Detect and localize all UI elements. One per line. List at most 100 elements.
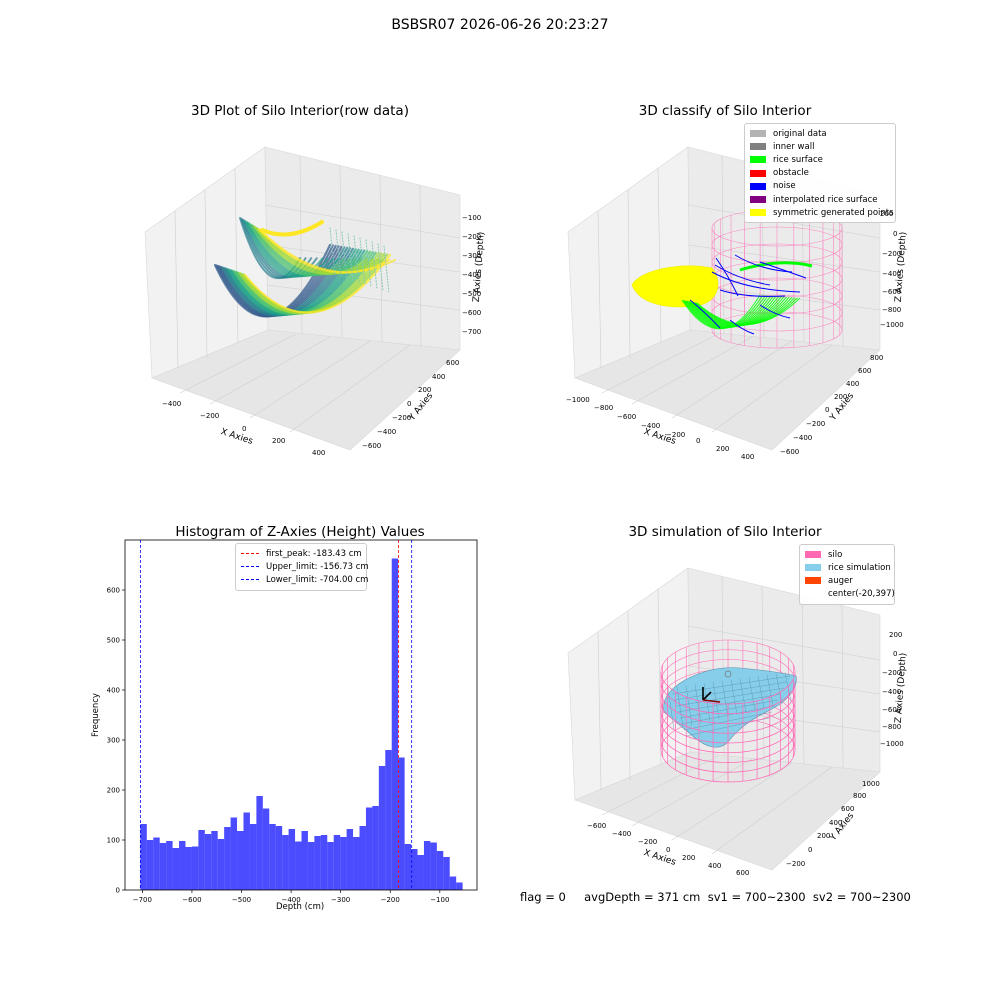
- plot2-xtick: −600: [617, 413, 637, 421]
- plot2-legend-entry: noise: [750, 180, 890, 193]
- plot2-symmetric-points: [631, 265, 719, 308]
- plot2-title: 3D classify of Silo Interior: [638, 103, 812, 119]
- plot2-noise-curve: [719, 289, 786, 297]
- plot4-mesh-line: [694, 684, 702, 724]
- histogram-xtick-label: −700: [133, 896, 152, 904]
- plot1-ztick: −300: [462, 252, 482, 260]
- plot4-silo-front: [660, 671, 796, 783]
- plot1-xtick: 400: [312, 449, 326, 457]
- histogram-bar: [346, 829, 354, 890]
- histogram-bar: [301, 831, 308, 890]
- plot4-ztick: −400: [882, 688, 902, 696]
- plot2-rice-curve: [696, 297, 801, 325]
- plot1-point-curve: [365, 239, 372, 288]
- histogram-ytick-label: 0: [116, 887, 120, 895]
- plot2-ztick: 200: [880, 210, 894, 218]
- histogram-bar: [179, 841, 186, 890]
- plot4-xtick: 200: [682, 854, 696, 862]
- plot2-legend-entry: interpolated rice surface: [750, 193, 890, 206]
- histogram-xtick-label: −300: [331, 896, 350, 904]
- legend-swatch: [750, 196, 766, 204]
- histogram-bar: [385, 750, 392, 890]
- histogram-bar: [391, 558, 399, 890]
- plot4-mesh-line: [730, 679, 738, 715]
- plot1-point-curve: [383, 245, 390, 294]
- plot2-ytick: 600: [858, 367, 872, 375]
- plot4-xtick: 400: [708, 862, 722, 870]
- plot2-xtick: 200: [716, 445, 730, 453]
- histogram-bar: [185, 847, 192, 890]
- figure-suptitle: BSBSR07 2026-06-26 20:23:27: [391, 17, 609, 33]
- plot1-xtick: 0: [242, 425, 247, 433]
- plot2-noise-curve: [715, 257, 739, 297]
- plot4-mesh-line: [712, 681, 720, 720]
- histogram-bar: [411, 849, 418, 890]
- plot2-ztick: −200: [882, 250, 902, 258]
- plot4-legend-entry: center(-20,397): [805, 588, 895, 601]
- histogram-ytick-label: 300: [107, 737, 120, 745]
- plot2-ztick: 0: [893, 230, 898, 238]
- histogram-bar: [320, 835, 328, 890]
- histogram-ytick-label: 500: [107, 637, 120, 645]
- plot2-noise: [689, 254, 807, 335]
- plot4-mesh-line: [679, 699, 779, 719]
- histogram-bar: [211, 831, 218, 890]
- histogram-bar: [295, 841, 302, 890]
- histogram-bar: [288, 829, 296, 890]
- histogram-bar: [307, 842, 315, 890]
- histogram-bar: [146, 840, 154, 890]
- plot2-xtick: −800: [594, 404, 614, 412]
- histogram-bar: [359, 826, 366, 890]
- histogram-bar: [378, 766, 386, 890]
- plot2-noise-curve: [689, 299, 721, 329]
- plot2-noise-curve: [759, 304, 791, 319]
- histogram-bar: [449, 876, 457, 890]
- plot4-ytick: 1000: [862, 780, 880, 788]
- histogram-bar: [140, 824, 147, 890]
- plot1-point-curve: [341, 231, 348, 280]
- histogram-ytick-label: 100: [107, 837, 120, 845]
- histogram-bar: [269, 824, 276, 890]
- histogram-legend-entry: Lower_limit: -704.00 cm: [241, 573, 368, 586]
- plot4-ytick: 800: [853, 792, 867, 800]
- plot2-noise-curve: [759, 261, 807, 279]
- histogram-frame: [124, 539, 478, 891]
- plot4-mesh-line: [675, 687, 785, 707]
- histogram-bar: [256, 796, 263, 890]
- plot4-ztick: −200: [882, 669, 902, 677]
- plot4-xtick: −600: [587, 822, 607, 830]
- plot1-ytick: 200: [418, 386, 432, 394]
- legend-line: [241, 566, 259, 568]
- plot2-ytick: 800: [870, 354, 884, 362]
- histogram-bar: [333, 835, 341, 890]
- histogram-bar: [166, 841, 173, 890]
- plot4-mesh-line: [671, 675, 791, 695]
- histogram-bar: [249, 824, 257, 890]
- plot4-mesh-line: [685, 685, 693, 726]
- plot1-point-curve: [353, 235, 360, 284]
- plot1-point-curve: [347, 233, 354, 282]
- histogram-bar: [417, 855, 424, 890]
- legend-line: [241, 579, 259, 581]
- plot4-ytick: 0: [808, 846, 813, 854]
- histogram-bar: [443, 857, 450, 890]
- histogram-bar: [372, 806, 379, 890]
- histogram-xtick-label: −500: [232, 896, 251, 904]
- plot1-point-curve: [247, 221, 341, 277]
- plot2-ytick: −200: [806, 420, 826, 428]
- histogram-bar: [159, 843, 167, 890]
- plot1-ztick: −700: [462, 328, 482, 336]
- plot4-mesh-line: [775, 673, 783, 704]
- plot1-point-curve: [243, 253, 392, 314]
- histogram-vlines: [139, 540, 413, 890]
- histogram-bar: [153, 837, 160, 890]
- histogram-ytick-label: 400: [107, 687, 120, 695]
- plot2-legend-entry: inner wall: [750, 140, 890, 153]
- plot2-legend-entry: original data: [750, 127, 890, 140]
- histogram-bar: [191, 846, 199, 890]
- plot2-xtick: 400: [741, 453, 755, 461]
- plot1-panes: [144, 146, 461, 451]
- histogram-bar: [237, 831, 244, 890]
